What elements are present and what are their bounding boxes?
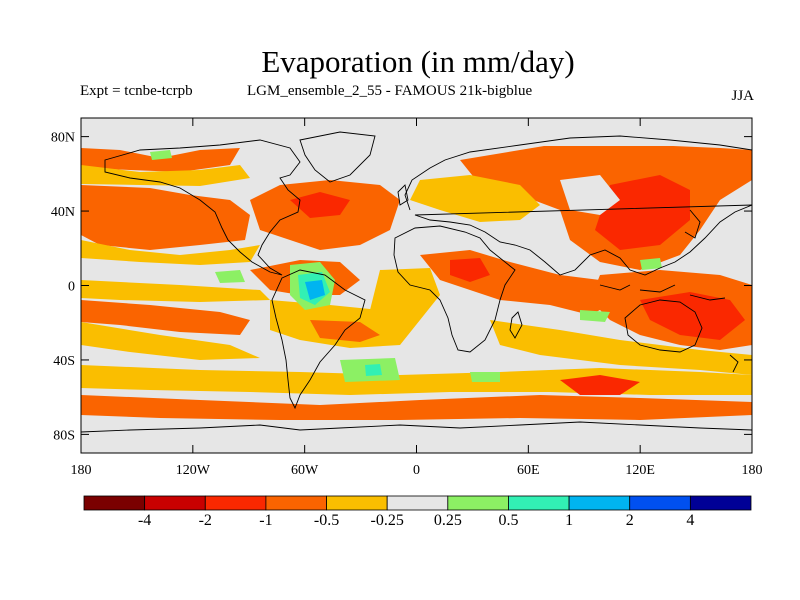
contour-cyan (365, 364, 382, 376)
run-label: LGM_ensemble_2_55 - FAMOUS 21k-bigblue (247, 83, 533, 99)
colorbar (83, 495, 752, 511)
contour-green (640, 258, 662, 270)
lon-tick-label: 60E (517, 463, 540, 478)
contour-orange (310, 320, 380, 342)
contour-green (470, 372, 500, 382)
contour-red (450, 258, 490, 282)
coastline-japan (684, 209, 701, 239)
contour-green (580, 310, 610, 322)
contour-orange (81, 395, 752, 420)
coastlines (81, 131, 752, 433)
lon-tick-label: 180 (71, 463, 92, 478)
contour-yellow (410, 175, 540, 222)
axis-ticks (80, 118, 753, 453)
colorbar-swatch (83, 495, 146, 511)
colorbar-label: 4 (686, 512, 695, 529)
coastline-uk (397, 184, 409, 206)
chart-title: Evaporation (in mm/day) (261, 44, 575, 79)
lat-tick-label: 80N (51, 131, 75, 146)
lat-tick-label: 40N (51, 205, 75, 220)
colorbar-swatch (568, 495, 631, 511)
contour-lightblue (305, 280, 325, 300)
colorbar-swatch (508, 495, 570, 511)
lat-tick-label: 40S (53, 354, 75, 369)
colorbar-swatch (386, 495, 449, 511)
colorbar-label: -0.25 (370, 512, 404, 529)
coastline-antarctica (81, 421, 752, 433)
season-label: JJA (731, 88, 754, 104)
lon-tick-label: 120E (625, 463, 655, 478)
colorbar-label: 1 (565, 512, 574, 529)
coastline-madagascar (509, 311, 523, 339)
axis-tick-labels: 180 120W 60W 0 60E 120E 180 80N 40N 0 40S 80S (51, 131, 763, 478)
colorbar-swatch (447, 495, 509, 511)
colorbar-label: -0.5 (313, 512, 340, 529)
colorbar-label: -4 (137, 512, 152, 529)
contour-yellow (81, 240, 260, 265)
colorbar-swatch (689, 495, 752, 511)
contour-orange (81, 185, 250, 250)
contour-grey (560, 175, 620, 215)
colorbar-label: 2 (625, 512, 634, 529)
contour-green (215, 270, 245, 283)
coastline-north-america (104, 139, 301, 276)
contour-orange (81, 148, 240, 172)
coastline-south-america (271, 269, 366, 410)
contour-yellow (81, 322, 260, 360)
contour-orange (81, 300, 250, 335)
lat-tick-label: 80S (53, 428, 75, 443)
coastline-maritime-continent (599, 284, 726, 301)
colorbar-swatch (204, 495, 267, 511)
lon-tick-label: 60W (291, 463, 319, 478)
lon-tick-label: 180 (742, 463, 763, 478)
coastline-greenland (299, 131, 376, 183)
coastline-new-zealand (729, 354, 739, 373)
colorbar-label: 0.25 (433, 512, 462, 529)
colorbar-label: -2 (198, 512, 212, 529)
contour-red (595, 175, 690, 250)
lat-tick-label: 0 (68, 280, 75, 295)
lon-tick-label: 0 (413, 463, 420, 478)
colorbar-swatch (144, 495, 206, 511)
colorbar-swatch (629, 495, 691, 511)
contour-green (150, 150, 172, 160)
contour-red (290, 192, 350, 218)
lon-tick-label: 120W (176, 463, 211, 478)
colorbar-label: -1 (259, 512, 273, 529)
colorbar-label: 0.5 (498, 512, 519, 529)
contour-yellow (81, 165, 250, 186)
contour-yellow (490, 320, 752, 375)
coastline-australia (624, 299, 703, 353)
coastline-eurasia (404, 135, 752, 276)
contour-yellow (81, 280, 270, 302)
experiment-label: Expt = tcnbe-tcrpb (80, 83, 193, 99)
coastline-africa (393, 225, 516, 353)
contour-red (640, 292, 745, 340)
colorbar-swatch (326, 495, 388, 511)
colorbar-swatch (265, 495, 327, 511)
contour-red (560, 375, 640, 395)
